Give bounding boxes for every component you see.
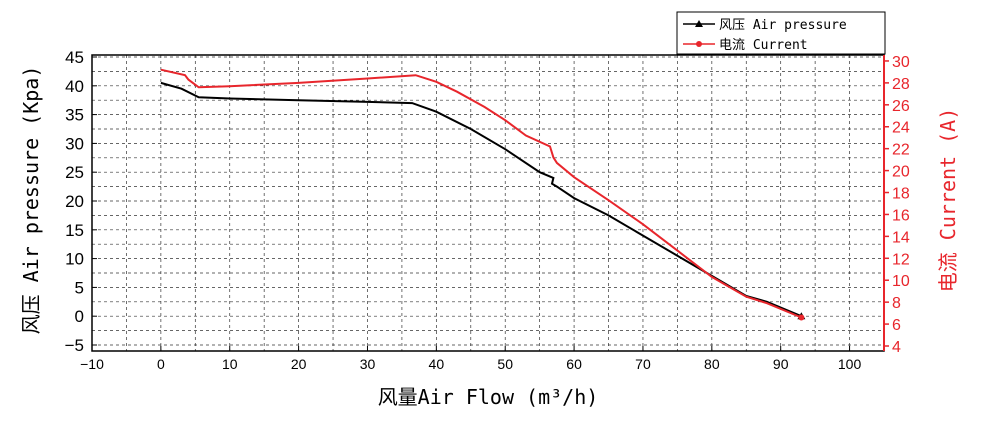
y-left-axis-title: 风压 Air pressure (Kpa)	[19, 66, 43, 335]
grid-lines	[92, 55, 884, 351]
y-tick-label: 30	[65, 134, 84, 153]
y2-tick-label: 8	[892, 295, 901, 312]
circle-marker-icon	[696, 41, 702, 47]
y-tick-label: 25	[65, 163, 84, 182]
x-tick-label: 40	[429, 356, 445, 372]
x-tick-label: 60	[566, 356, 582, 372]
x-tick-label: 100	[838, 356, 862, 372]
y2-tick-label: 20	[892, 164, 910, 181]
y-tick-label: 45	[65, 48, 84, 67]
x-tick-label: 20	[291, 356, 307, 372]
y2-tick-label: 12	[892, 251, 910, 268]
y-tick-label: 35	[65, 106, 84, 125]
legend-label-pressure: 风压 Air pressure	[719, 18, 847, 33]
y-tick-label: −5	[65, 336, 84, 355]
x-tick-label: 50	[497, 356, 513, 372]
y2-tick-label: 22	[892, 142, 910, 159]
x-tick-label: 30	[360, 356, 376, 372]
x-tick-label: 70	[635, 356, 651, 372]
series-line-1	[160, 68, 802, 319]
x-axis-ticks: −10 0 10 20 30 40 50 60 70 80 90 100	[80, 346, 861, 372]
x-tick-label: 10	[222, 356, 238, 372]
plot-frame	[91, 54, 885, 352]
y-right-axis-title: 电流 Current (A)	[936, 108, 960, 293]
series-line-0	[160, 81, 802, 318]
y-right-axis-ticks: 30 28 26 24 22 20 18 16 14 12 10 8 6 4	[884, 54, 910, 356]
legend-box	[676, 11, 886, 55]
x-tick-label: 80	[704, 356, 720, 372]
y2-tick-label: 28	[892, 76, 910, 93]
y-tick-label: 10	[65, 250, 84, 269]
legend: 风压 Air pressure 电流 Current	[676, 11, 886, 55]
y-left-axis-ticks: 45 40 35 30 25 20 15 10 5 0 −5	[65, 48, 97, 355]
y2-tick-label: 18	[892, 186, 910, 203]
y2-tick-label: 16	[892, 207, 910, 224]
y-tick-label: 40	[65, 77, 84, 96]
y2-tick-label: 26	[892, 98, 910, 115]
y2-tick-label: 24	[892, 120, 910, 137]
y-tick-label: 5	[75, 278, 84, 297]
y2-tick-label: 30	[892, 54, 910, 71]
x-axis-title: 风量Air Flow (m³/h)	[378, 385, 599, 409]
x-tick-label: 0	[157, 356, 165, 372]
y2-tick-label: 14	[892, 229, 910, 246]
y2-tick-label: 6	[892, 317, 901, 334]
x-tick-label: 90	[773, 356, 789, 372]
legend-label-current: 电流 Current	[719, 38, 808, 53]
triangle-marker-icon	[695, 20, 703, 27]
y-tick-label: 20	[65, 192, 84, 211]
y2-tick-label: 10	[892, 273, 910, 290]
y-tick-label: 15	[65, 221, 84, 240]
y2-tick-label: 4	[892, 339, 901, 356]
y-tick-label: 0	[75, 307, 84, 326]
series-layer	[160, 68, 806, 321]
x-tick-label: −10	[80, 356, 104, 372]
